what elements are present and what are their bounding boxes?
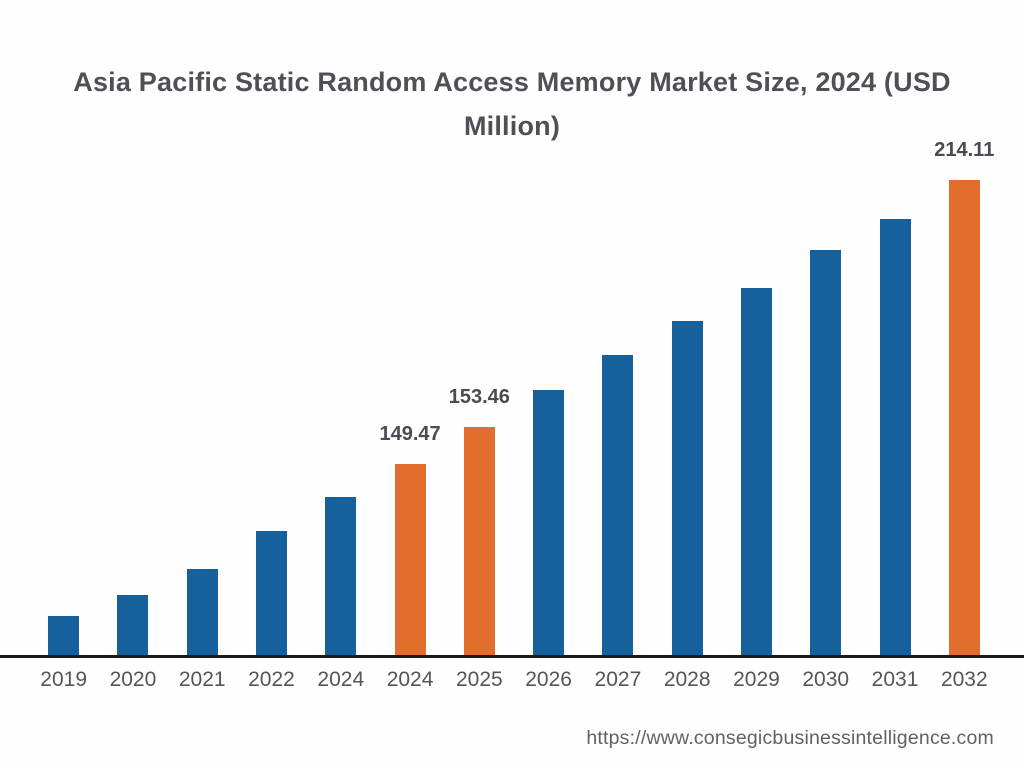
bar-0-2019 [48, 616, 80, 655]
bar-8-2027 [602, 355, 634, 655]
bar-cell [653, 321, 722, 655]
chart-title-wrap: Asia Pacific Static Random Access Memory… [0, 60, 1024, 148]
x-axis-label: 2021 [178, 668, 226, 691]
bar-cell [98, 595, 167, 655]
bar-value-label: 214.11 [934, 139, 995, 161]
bar-10-2029 [740, 288, 772, 655]
bar-cell [306, 497, 375, 655]
bar-7-2026 [533, 390, 565, 655]
x-axis-label: 2029 [733, 668, 780, 691]
x-axis-label: 2031 [871, 668, 919, 691]
bar-5-2024 [394, 464, 426, 655]
bar-value-label: 149.47 [379, 423, 441, 445]
bar-cell [514, 390, 583, 655]
bar-cell [722, 288, 791, 655]
bar-cell [860, 219, 929, 655]
x-axis-labels-row: 2019 2020 2021 2022 2024 2024 2025 2026 2027 2028… [29, 668, 999, 692]
bar-1-2020 [117, 595, 149, 655]
bar-cell: 149.47 [375, 423, 444, 655]
bar-2-2021 [186, 569, 218, 655]
x-axis-label: 2026 [525, 668, 572, 691]
x-axis-line [0, 655, 1024, 658]
x-axis-label: 2024 [317, 668, 365, 691]
source-url-text: https://www.consegicbusinessintelligence… [586, 727, 994, 749]
x-axis-label: 2032 [940, 668, 988, 691]
x-axis-label: 2022 [248, 668, 295, 691]
bar-4-2024 [325, 497, 357, 655]
bar-13-2032 [948, 180, 980, 655]
bar-cell [583, 355, 652, 655]
x-axis-label: 2019 [40, 668, 87, 691]
bar-cell [791, 250, 860, 655]
chart-title: Asia Pacific Static Random Access Memory… [73, 67, 951, 141]
bar-6-2025 [463, 427, 495, 655]
bar-cell: 153.46 [445, 386, 514, 655]
bar-cell [237, 531, 306, 655]
x-axis-label: 2030 [802, 668, 850, 691]
bar-9-2028 [671, 321, 703, 655]
x-axis-label: 2027 [594, 668, 642, 691]
bars-row: 149.47 153.46 214.11 [29, 139, 999, 655]
x-axis-label: 2028 [663, 668, 711, 691]
bar-cell [29, 616, 98, 655]
bar-12-2031 [879, 219, 911, 655]
bar-cell: 214.11 [930, 139, 999, 655]
bar-3-2022 [255, 531, 287, 655]
bar-cell [168, 569, 237, 655]
x-axis-label: 2020 [109, 668, 157, 691]
x-axis-label: 2024 [386, 668, 434, 691]
bar-11-2030 [810, 250, 842, 655]
bar-value-label: 153.46 [448, 386, 510, 408]
x-axis-label: 2025 [455, 668, 503, 691]
